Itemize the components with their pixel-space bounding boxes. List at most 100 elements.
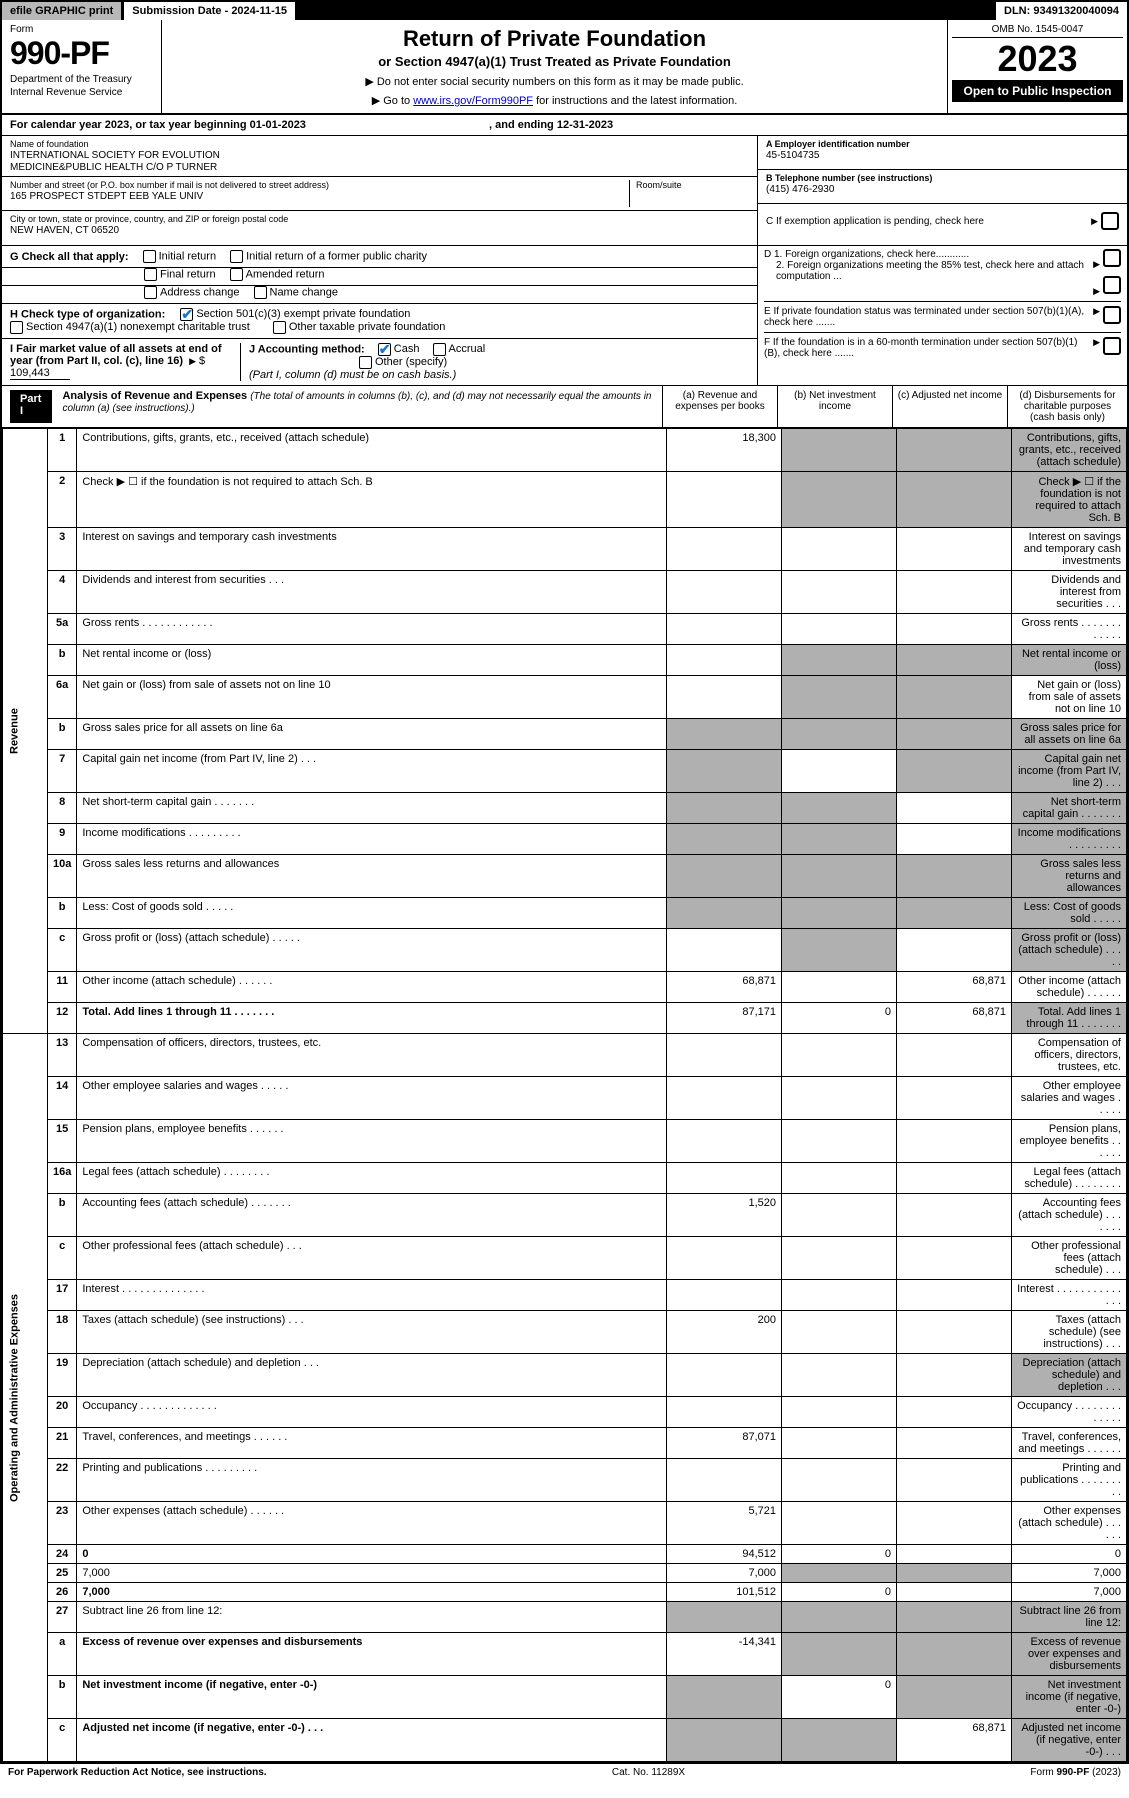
cb-e[interactable] [1103,306,1121,324]
table-row: bNet rental income or (loss)Net rental i… [3,645,1127,676]
table-row: 11Other income (attach schedule) . . . .… [3,972,1127,1003]
amt-c [897,614,1012,645]
amt-c: 68,871 [897,972,1012,1003]
amt-a: 101,512 [667,1583,782,1602]
line-desc: Contributions, gifts, grants, etc., rece… [77,429,667,472]
amt-c [897,1564,1012,1583]
amt-d: Other expenses (attach schedule) . . . .… [1012,1502,1127,1545]
amt-c [897,1633,1012,1676]
footer-form: Form 990-PF (2023) [1030,1767,1121,1778]
amt-a: -14,341 [667,1633,782,1676]
amt-a [667,1719,782,1762]
line-num: b [47,645,76,676]
cb-final[interactable] [144,268,157,281]
amt-d: Depreciation (attach schedule) and deple… [1012,1354,1127,1397]
tax-year: 2023 [952,38,1123,80]
amt-c [897,1545,1012,1564]
amt-c: 68,871 [897,1003,1012,1034]
cb-addr-change[interactable] [144,286,157,299]
col-a-head: (a) Revenue and expenses per books [662,386,777,427]
line-num: c [47,929,76,972]
arrow-icon [1088,215,1101,227]
amt-b [782,1280,897,1311]
foundation-addr: 165 PROSPECT STDEPT EEB YALE UNIV [10,191,629,202]
form-title: Return of Private Foundation [174,26,935,52]
cb-initial-former[interactable] [230,250,243,263]
amt-d: Gross sales less returns and allowances [1012,855,1127,898]
topbar: efile GRAPHIC print Submission Date - 20… [2,2,1127,20]
amt-d: Contributions, gifts, grants, etc., rece… [1012,429,1127,472]
amt-c [897,929,1012,972]
table-row: 257,0007,0007,000 [3,1564,1127,1583]
amt-a [667,1397,782,1428]
line-num: 15 [47,1120,76,1163]
table-row: 24094,51200 [3,1545,1127,1564]
table-row: 2Check ▶ ☐ if the foundation is not requ… [3,472,1127,528]
line-desc: Compensation of officers, directors, tru… [77,1034,667,1077]
amt-d: Legal fees (attach schedule) . . . . . .… [1012,1163,1127,1194]
cb-d2[interactable] [1103,276,1121,294]
amt-d: Interest on savings and temporary cash i… [1012,528,1127,571]
cb-accrual[interactable] [433,343,446,356]
foundation-name-1: INTERNATIONAL SOCIETY FOR EVOLUTION [10,150,749,161]
amt-d: Capital gain net income (from Part IV, l… [1012,750,1127,793]
amt-a [667,614,782,645]
line-desc: Other income (attach schedule) . . . . .… [77,972,667,1003]
line-desc: Excess of revenue over expenses and disb… [77,1633,667,1676]
amt-d: Excess of revenue over expenses and disb… [1012,1633,1127,1676]
room-label: Room/suite [636,180,749,190]
table-row: cAdjusted net income (if negative, enter… [3,1719,1127,1762]
sect-d2: 2. Foreign organizations meeting the 85%… [764,260,1090,282]
cb-amended[interactable] [230,268,243,281]
section-g-h-i-j: G Check all that apply: Initial return I… [2,246,1127,386]
amt-b [782,1120,897,1163]
amt-c [897,429,1012,472]
table-row: 3Interest on savings and temporary cash … [3,528,1127,571]
col-c-head: (c) Adjusted net income [892,386,1007,427]
amt-c [897,1120,1012,1163]
amt-d: Interest . . . . . . . . . . . . . . [1012,1280,1127,1311]
cb-name-change[interactable] [254,286,267,299]
amt-b [782,1602,897,1633]
line-desc: Dividends and interest from securities .… [77,571,667,614]
amt-a [667,1034,782,1077]
dept-irs: Internal Revenue Service [10,87,153,98]
cb-4947[interactable] [10,321,23,334]
cb-f[interactable] [1103,337,1121,355]
cb-501c3[interactable] [180,308,193,321]
amt-b [782,429,897,472]
sect-j-label: J Accounting method: [249,343,365,355]
table-row: 14Other employee salaries and wages . . … [3,1077,1127,1120]
cb-cash[interactable] [378,343,391,356]
line-num: 5a [47,614,76,645]
table-row: 6aNet gain or (loss) from sale of assets… [3,676,1127,719]
amt-a: 94,512 [667,1545,782,1564]
amt-b [782,1633,897,1676]
table-row: cOther professional fees (attach schedul… [3,1237,1127,1280]
line-desc: Depreciation (attach schedule) and deple… [77,1354,667,1397]
sect-f: F If the foundation is in a 60-month ter… [764,337,1090,359]
table-row: 7Capital gain net income (from Part IV, … [3,750,1127,793]
table-row: 18Taxes (attach schedule) (see instructi… [3,1311,1127,1354]
line-desc: Printing and publications . . . . . . . … [77,1459,667,1502]
irs-link[interactable]: www.irs.gov/Form990PF [413,95,533,107]
cb-d1[interactable] [1103,249,1121,267]
amt-d: 7,000 [1012,1564,1127,1583]
line-desc: 0 [77,1545,667,1564]
revenue-vlabel: Revenue [3,429,48,1034]
cb-other-tax[interactable] [273,321,286,334]
amt-c [897,1194,1012,1237]
cb-initial[interactable] [143,250,156,263]
amt-a [667,793,782,824]
amt-d: Other income (attach schedule) . . . . .… [1012,972,1127,1003]
cb-other-acct[interactable] [359,356,372,369]
amt-d: Other professional fees (attach schedule… [1012,1237,1127,1280]
line-desc: Net investment income (if negative, ente… [77,1676,667,1719]
amt-c [897,571,1012,614]
tel-value: (415) 476-2930 [766,184,1119,195]
amt-b [782,929,897,972]
amt-a [667,929,782,972]
line-num: 21 [47,1428,76,1459]
checkbox-c[interactable] [1101,212,1119,230]
amt-c [897,1602,1012,1633]
